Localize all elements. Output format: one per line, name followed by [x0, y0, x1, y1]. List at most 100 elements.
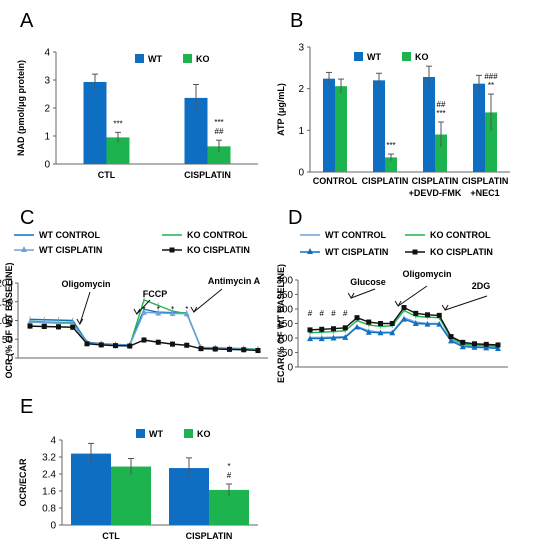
legend-marker-C-3	[169, 247, 175, 253]
data-point-D-2	[401, 316, 407, 322]
category-label-A-1: CISPLATIN	[184, 170, 231, 180]
legend-label-A-ko: KO	[196, 54, 210, 64]
event-label-C-2: Antimycin A	[208, 276, 261, 286]
data-point-C-3	[41, 324, 47, 329]
data-point-C-3	[170, 341, 175, 347]
y-axis-label-C: OCR (% OF WT BASELINE)	[4, 263, 14, 379]
data-point-D-2	[436, 321, 443, 327]
legend-swatch-B-wt	[354, 52, 363, 61]
y-tick-label-C: 0	[7, 354, 13, 365]
event-arrow-D-2	[444, 295, 488, 311]
series-line-C-0	[29, 308, 259, 351]
data-point-D-3	[389, 321, 395, 326]
category-label-B-3: CISPLATIN	[462, 176, 509, 186]
event-arrowhead-D-1	[394, 300, 402, 307]
bar-B-wt-3	[473, 83, 485, 172]
data-point-D-2	[483, 344, 490, 351]
data-point-C-3	[241, 347, 247, 353]
y-tick-label-D: 0	[287, 363, 293, 374]
data-point-D-1	[367, 324, 370, 326]
series-line-D-3	[309, 306, 499, 346]
legend-label-D-1: KO CONTROL	[430, 230, 491, 240]
data-point-C-1	[143, 299, 145, 301]
data-point-D-2	[365, 329, 372, 335]
significance-mark-A: ***	[113, 119, 122, 128]
panel-label-D: D	[288, 207, 302, 229]
data-point-C-3	[98, 342, 104, 348]
data-point-C-3	[56, 324, 61, 330]
panel-label-C: C	[20, 207, 34, 229]
data-point-C-3	[70, 324, 76, 330]
y-tick-label-C: 200	[0, 279, 13, 290]
event-label-D-0: Glucose	[350, 277, 386, 287]
legend-swatch-B-ko	[402, 52, 411, 61]
legend-label-B-wt: WT	[367, 52, 381, 62]
legend-label-A-wt: WT	[148, 54, 162, 64]
data-point-D-3	[342, 325, 348, 331]
data-point-C-3	[212, 346, 218, 352]
data-point-D-3	[378, 321, 383, 326]
legend-label-D-3: KO CISPLATIN	[430, 247, 493, 257]
legend-label-D-0: WT CONTROL	[325, 230, 386, 240]
legend-label-C-2: WT CISPLATIN	[39, 245, 102, 255]
event-arrow-D-1	[397, 285, 428, 307]
data-point-D-2	[424, 321, 431, 327]
data-point-C-3	[227, 346, 232, 352]
category-label-B-2: +DEVD-FMK	[409, 188, 462, 198]
event-arrowhead-C-2	[190, 306, 198, 313]
data-point-C-2	[41, 319, 48, 326]
category-label-B-1: CISPLATIN	[362, 176, 409, 186]
data-point-C-3	[198, 346, 204, 352]
significance-mark-C: *	[171, 305, 174, 314]
data-point-D-2	[448, 337, 454, 344]
y-tick-label-E: 3.2	[42, 453, 56, 464]
data-point-C-3	[141, 337, 147, 343]
data-point-D-2	[412, 320, 419, 326]
y-tick-label-B: 3	[298, 43, 304, 54]
data-point-C-3	[127, 343, 133, 349]
data-point-D-2	[330, 335, 337, 341]
legend-marker-C-2	[21, 246, 27, 252]
data-point-C-2	[27, 319, 33, 325]
y-axis-label-A: NAD (pmol/μg protein)	[16, 60, 26, 156]
data-point-D-1	[320, 331, 323, 334]
bar-E-wt-0	[71, 453, 111, 525]
bar-A-wt-1	[184, 97, 208, 164]
panel-label-A: A	[20, 10, 34, 32]
data-point-D-3	[425, 312, 430, 318]
significance-mark-D: #	[308, 309, 313, 318]
data-point-C-2	[141, 309, 147, 315]
y-tick-label-A: 4	[44, 48, 50, 59]
y-tick-label-E: 2.4	[42, 470, 56, 481]
significance-mark-E: *	[227, 462, 230, 471]
y-axis-label-B: ATP (μg/mL)	[276, 83, 286, 136]
event-arrow-C-1	[136, 299, 151, 315]
series-line-C-2	[29, 311, 259, 351]
event-arrowhead-D-2	[441, 304, 449, 311]
data-point-C-1	[157, 304, 160, 307]
legend-label-E-ko: KO	[197, 429, 211, 439]
y-tick-label-D: 250	[276, 290, 293, 301]
data-point-D-2	[471, 344, 478, 350]
legend-swatch-A-wt	[135, 54, 144, 63]
y-tick-label-C: 100	[0, 316, 13, 327]
event-arrowhead-C-0	[76, 318, 84, 325]
data-point-D-2	[459, 343, 466, 350]
y-tick-label-E: 4	[50, 436, 56, 447]
legend-marker-D-3	[412, 249, 418, 255]
y-tick-label-E: 0	[50, 521, 56, 532]
bar-B-wt-2	[423, 77, 435, 172]
significance-mark-A: ##	[215, 127, 224, 136]
legend-swatch-A-ko	[183, 54, 192, 63]
category-label-B-3: +NEC1	[470, 188, 499, 198]
bar-A-ko-0	[106, 137, 130, 164]
data-point-D-3	[413, 310, 419, 316]
bar-E-ko-0	[111, 466, 151, 525]
y-tick-label-A: 0	[44, 160, 50, 171]
data-point-C-3	[184, 342, 190, 348]
data-point-D-2	[354, 323, 360, 330]
y-tick-label-D: 200	[276, 305, 293, 316]
legend-label-B-ko: KO	[415, 52, 429, 62]
significance-mark-C: *	[142, 305, 145, 314]
